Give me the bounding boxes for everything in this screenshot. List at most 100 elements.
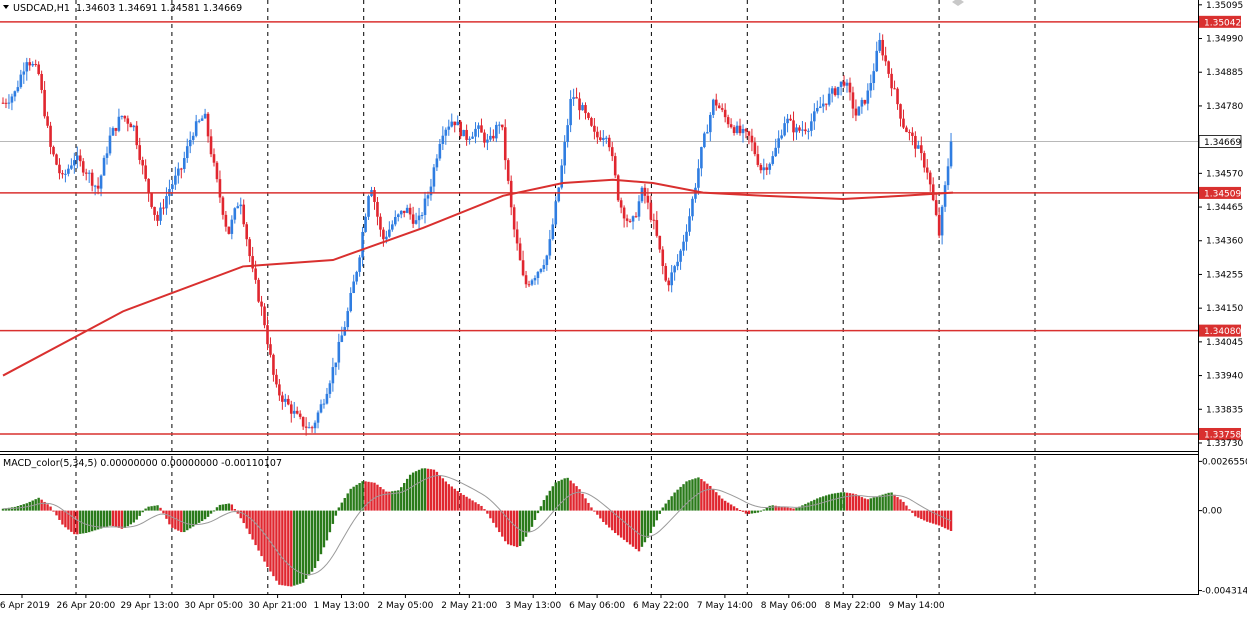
candle-body — [236, 206, 240, 209]
candle-body — [563, 142, 566, 166]
candle-body — [49, 125, 52, 147]
time-tick-label: 6 May 22:00 — [633, 601, 689, 611]
macd-bar — [780, 506, 783, 511]
candle-body — [658, 235, 662, 250]
macd-bar — [899, 499, 902, 511]
candle-body — [182, 158, 186, 169]
vertical-gridlines — [75, 0, 1036, 594]
candle-body — [631, 216, 635, 222]
macd-bar — [120, 510, 124, 529]
candle-body — [132, 125, 136, 128]
candle-body — [607, 137, 611, 148]
macd-bar — [902, 501, 905, 511]
macd-bar — [512, 510, 516, 547]
macd-bar — [596, 510, 599, 515]
price-tick-label: 1.34150 — [1206, 304, 1243, 314]
macd-bar — [667, 499, 670, 511]
macd-bar — [301, 510, 305, 583]
macd-bar — [869, 498, 872, 511]
candle-body — [474, 128, 477, 137]
candle-body — [536, 271, 540, 278]
macd-bar — [194, 510, 198, 525]
candle-body — [55, 154, 58, 165]
candle-body — [798, 127, 801, 131]
candle-body — [774, 147, 777, 157]
candle-body — [486, 139, 489, 143]
macd-bar — [839, 492, 843, 511]
candle-body — [123, 115, 127, 119]
candle-body — [807, 130, 810, 132]
macd-bar — [616, 510, 620, 536]
candle-body — [839, 81, 843, 87]
price-tick-label: 1.34885 — [1206, 68, 1243, 78]
macd-bar — [703, 481, 706, 511]
macd-bar — [489, 510, 492, 519]
candle-body — [230, 219, 234, 234]
time-tick-label: 30 Apr 05:00 — [184, 601, 243, 611]
candle-body — [429, 186, 433, 196]
candle-body — [717, 105, 721, 109]
candle-body — [729, 124, 733, 128]
macd-bar — [792, 508, 795, 511]
candle-body — [254, 268, 257, 280]
time-tick-label: 7 May 14:00 — [697, 601, 753, 611]
chart-header: USDCAD,H1 1.34603 1.34691 1.34581 1.3466… — [3, 3, 242, 14]
macd-bar — [310, 510, 314, 572]
macd-bar — [269, 510, 272, 572]
macd-bar — [394, 490, 397, 511]
chart-shift-marker-icon[interactable] — [952, 0, 964, 6]
candle-body — [711, 99, 715, 115]
macd-bar — [414, 471, 418, 511]
candle-body — [346, 311, 350, 328]
candle-body — [361, 231, 364, 258]
macd-bar — [444, 481, 448, 511]
horizontal-levels[interactable]: 1.35042 1.34509 1.34080 1.33758 — [0, 15, 1241, 441]
macd-bar — [209, 510, 213, 514]
dropdown-arrow-icon[interactable] — [3, 5, 9, 9]
macd-bar — [212, 510, 216, 512]
candle-body — [783, 123, 786, 136]
macd-bar — [566, 477, 569, 511]
macd-bar — [768, 505, 771, 511]
candle-body — [706, 132, 709, 134]
macd-bar — [281, 510, 284, 586]
macd-bar — [937, 510, 941, 526]
macd-bar — [931, 510, 935, 524]
candle-body — [96, 185, 100, 189]
candle-body — [765, 167, 769, 170]
candle-body — [818, 106, 822, 108]
macd-bar — [545, 495, 549, 511]
macd-bar — [322, 510, 326, 548]
candle-body — [726, 117, 730, 125]
candle-body — [7, 102, 11, 104]
candle-body — [845, 82, 849, 86]
macd-bar — [67, 510, 70, 530]
macd-bar — [230, 504, 234, 511]
macd-bar — [459, 493, 462, 511]
candle-body — [640, 187, 644, 202]
candle-body — [379, 216, 382, 230]
candle-body — [185, 146, 189, 159]
candle-body — [316, 412, 320, 423]
candle-body — [417, 215, 421, 221]
macd-bar — [426, 468, 430, 511]
candle-body — [667, 280, 670, 286]
candle-body — [533, 277, 537, 281]
macd-bar — [521, 510, 525, 542]
macd-bar — [495, 510, 498, 528]
candle-body — [263, 306, 266, 326]
macd-bar — [93, 510, 97, 531]
macd-bar — [611, 510, 614, 531]
macd-bar — [940, 510, 944, 527]
macd-bar — [453, 488, 456, 511]
candle-body — [248, 239, 251, 257]
macd-bar — [96, 510, 100, 530]
candle-body — [697, 168, 700, 188]
macd-bar — [762, 509, 765, 511]
candle-body — [521, 260, 525, 276]
candle-body — [661, 249, 665, 266]
macd-bar — [46, 504, 49, 511]
macd-bar — [747, 510, 751, 515]
candle-body — [750, 135, 754, 143]
